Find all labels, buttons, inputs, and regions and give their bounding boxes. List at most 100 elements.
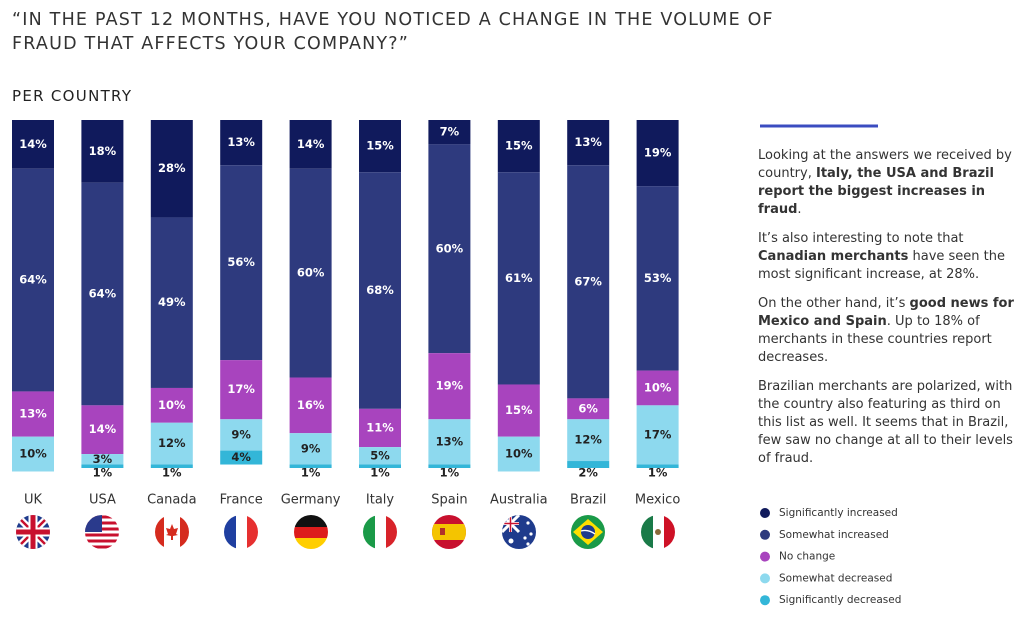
value-label: 13% [574,135,602,149]
bar-segment [150,422,193,465]
value-label: 3% [93,452,113,466]
value-label: 28% [158,161,186,175]
bar-segment [150,120,193,218]
value-label: 1% [93,466,113,480]
value-label: 1% [301,466,321,480]
bar-segment [567,120,610,166]
value-label: 15% [505,139,533,153]
x-tick-label: Germany [281,493,341,508]
legend-label: Somewhat increased [779,529,889,541]
value-label: 61% [505,271,533,285]
value-label: 17% [644,427,672,441]
x-tick-label: Mexico [635,493,680,508]
x-tick-label: France [220,493,263,508]
flag-uk [16,515,50,549]
x-tick-label: Canada [147,493,196,508]
flag-italy [363,515,397,549]
legend-marker [760,573,770,584]
bar-segment [220,120,263,166]
bar-segment [567,461,610,468]
value-label: 10% [644,380,672,394]
bar-segment [220,419,263,451]
flag-usa [85,515,119,549]
value-label: 12% [574,433,602,447]
bold-text: Canadian merchants [758,249,909,264]
bold-text: Italy, the USA and Brazil report the big… [758,166,994,217]
text: On the other hand, it’s [758,296,910,311]
x-tick-label: USA [89,493,116,508]
text: It’s also interesting to note that [758,231,964,246]
bar-segment [497,172,540,385]
legend-marker [760,551,770,562]
bar-segment [150,387,193,423]
value-label: 1% [162,466,182,480]
bar-segment [289,464,332,468]
bar-segment [150,217,193,388]
paragraph: On the other hand, it’s good news for Me… [758,295,1016,367]
value-label: 13% [19,407,47,421]
bar-segment [220,360,263,420]
commentary: Looking at the answers we received by co… [758,147,1016,479]
bar-segment [428,144,471,354]
flags [16,515,675,549]
value-label: 14% [297,137,325,151]
bar-segment [359,172,401,409]
flag-brazil [571,515,605,549]
bar-segment [12,436,54,472]
bar-segment [81,464,124,468]
value-label: 19% [436,379,464,393]
value-label: 13% [227,135,255,149]
text: . [797,202,802,217]
bar-segment [289,377,332,434]
flag-france [224,515,258,549]
bar-segment [428,353,471,420]
bar-segment [81,182,124,406]
x-tick-label: Spain [431,493,467,508]
value-label: 60% [436,241,464,255]
bar-segment [567,398,610,420]
x-tick-label: UK [24,493,43,508]
value-label: 4% [231,450,251,464]
bar-segment [428,419,471,465]
value-label: 19% [644,146,672,160]
legend-label: No change [779,551,835,563]
bar-segment [636,120,679,187]
bar-segment [12,168,54,392]
value-label: 1% [440,466,460,480]
bar-segment [220,450,263,465]
value-label: 5% [370,448,390,462]
value-label: 7% [440,125,460,139]
value-label: 10% [158,398,186,412]
value-label: 14% [19,137,47,151]
x-tick-label: Italy [366,493,395,508]
value-label: 12% [158,436,186,450]
bar-segment [636,464,679,468]
x-tick-label: Australia [490,493,548,508]
value-label: 11% [366,420,394,434]
bar-segment [81,405,124,455]
paragraph: Looking at the answers we received by co… [758,147,1016,219]
value-label: 49% [158,295,186,309]
bar-segment [636,370,679,406]
bar-segment [497,120,540,173]
flag-canada [155,515,189,549]
text: Looking at the answers we received by co… [758,148,1012,181]
legend-label: Significantly decreased [779,594,901,606]
value-label: 60% [297,266,325,280]
chart-subtitle: PER COUNTRY [12,87,133,105]
bar-segment [81,454,124,465]
bar-segment [567,165,610,399]
chart-title: “IN THE PAST 12 MONTHS, HAVE YOU NOTICED… [12,10,774,54]
value-label: 13% [436,434,464,448]
bar-segment [359,408,401,448]
value-label: 10% [19,447,47,461]
flag-germany [294,515,328,549]
value-label: 9% [231,427,251,441]
flag-spain [432,515,466,549]
bar-segment [289,433,332,465]
value-label: 64% [89,287,117,301]
value-label: 56% [227,255,255,269]
bar-segment [289,168,332,378]
